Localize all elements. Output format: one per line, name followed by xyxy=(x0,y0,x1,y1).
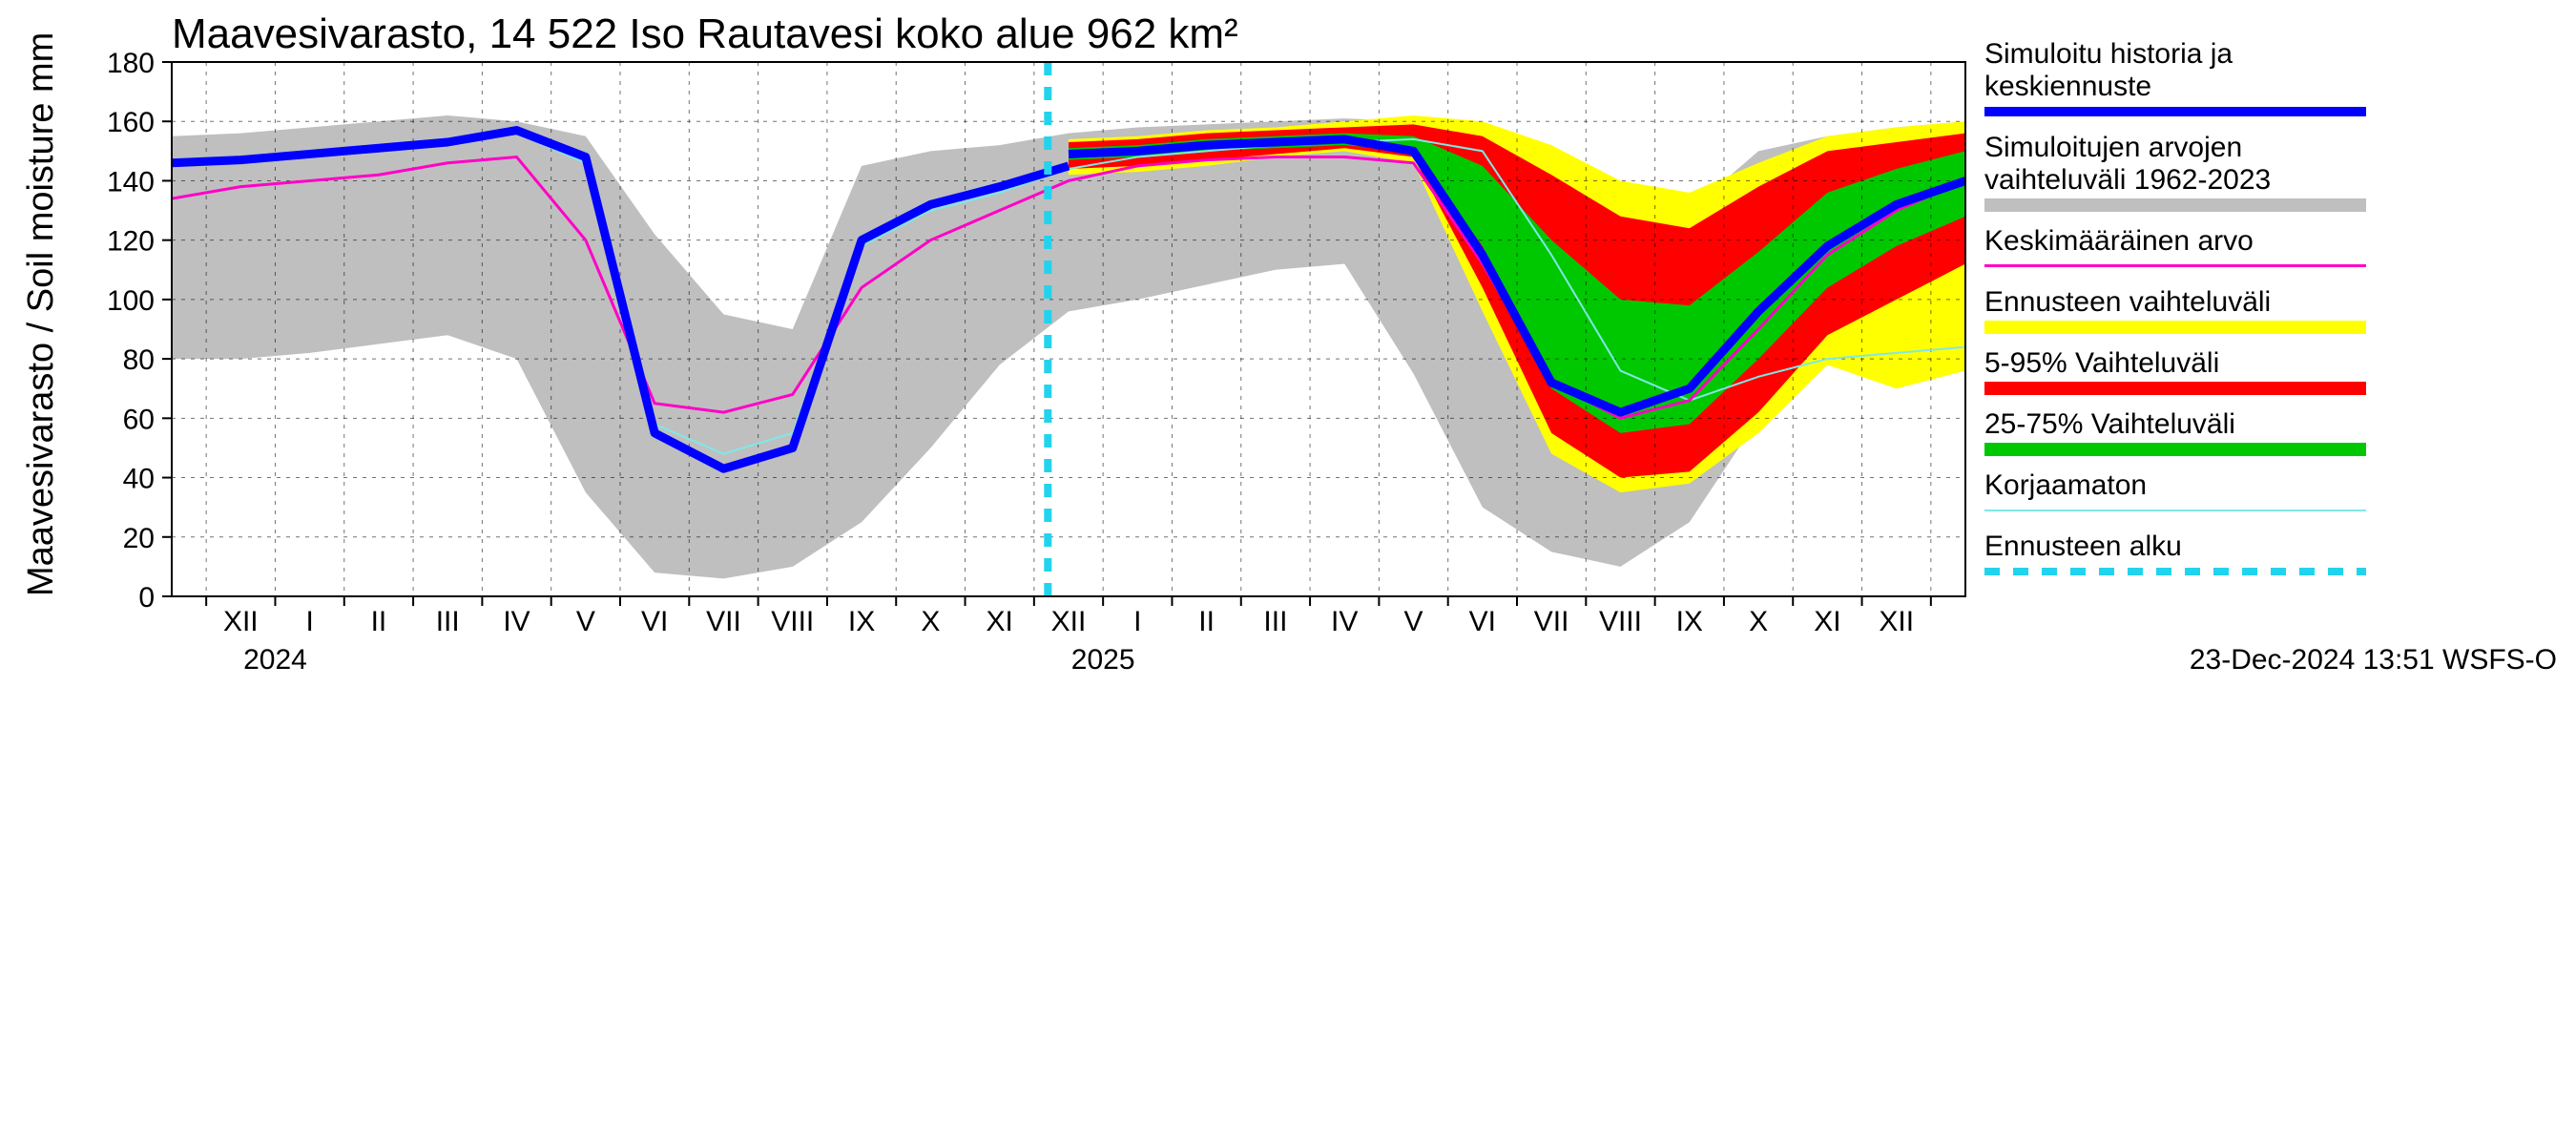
xtick-label: II xyxy=(371,606,387,637)
xtick-label: VIII xyxy=(1599,606,1642,637)
xtick-label: I xyxy=(305,606,313,637)
chart-title: Maavesivarasto, 14 522 Iso Rautavesi kok… xyxy=(172,10,1238,57)
legend-swatch xyxy=(1984,107,2366,116)
xtick-label: X xyxy=(1749,606,1768,637)
ytick-label: 0 xyxy=(138,582,155,614)
xtick-label: X xyxy=(921,606,940,637)
ytick-label: 140 xyxy=(107,166,155,198)
xtick-label: VI xyxy=(1469,606,1496,637)
legend-label: Ennusteen vaihteluväli xyxy=(1984,286,2271,318)
xtick-label: IX xyxy=(1676,606,1703,637)
xtick-label: XII xyxy=(1051,606,1087,637)
xtick-label: V xyxy=(1404,606,1423,637)
chart-footer: 23-Dec-2024 13:51 WSFS-O xyxy=(2190,644,2557,676)
xtick-label: XI xyxy=(987,606,1013,637)
legend-label: Simuloitujen arvojen xyxy=(1984,132,2242,163)
xtick-label: II xyxy=(1198,606,1215,637)
ytick-label: 120 xyxy=(107,226,155,258)
ytick-label: 80 xyxy=(123,344,155,376)
xtick-label: IV xyxy=(503,606,530,637)
legend-swatch xyxy=(1984,321,2366,334)
legend-label: keskiennuste xyxy=(1984,71,2151,102)
xtick-label: XII xyxy=(223,606,259,637)
xtick-label: XI xyxy=(1814,606,1840,637)
year-label: 2024 xyxy=(243,644,307,676)
ytick-label: 20 xyxy=(123,523,155,554)
legend-label: 5-95% Vaihteluväli xyxy=(1984,347,2219,379)
ytick-label: 100 xyxy=(107,285,155,317)
xtick-label: V xyxy=(576,606,595,637)
legend-label: Ennusteen alku xyxy=(1984,531,2182,562)
xtick-label: XII xyxy=(1879,606,1914,637)
yaxis-label: Maavesivarasto / Soil moisture mm xyxy=(21,32,61,596)
ytick-label: 40 xyxy=(123,464,155,495)
xtick-label: VII xyxy=(1534,606,1569,637)
legend-label: vaihteluväli 1962-2023 xyxy=(1984,164,2271,196)
xtick-label: IX xyxy=(848,606,875,637)
soil-moisture-chart: 020406080100120140160180XIIIIIIIIIVVVIVI… xyxy=(0,0,2576,1145)
legend-label: 25-75% Vaihteluväli xyxy=(1984,408,2235,440)
legend-swatch xyxy=(1984,198,2366,212)
legend-swatch xyxy=(1984,382,2366,395)
year-label: 2025 xyxy=(1071,644,1135,676)
legend-swatch xyxy=(1984,264,2366,267)
legend-label: Simuloitu historia ja xyxy=(1984,38,2233,70)
xtick-label: I xyxy=(1133,606,1141,637)
xtick-label: VIII xyxy=(771,606,814,637)
legend-swatch xyxy=(1984,510,2366,511)
chart-container: 020406080100120140160180XIIIIIIIIIVVVIVI… xyxy=(0,0,2576,1145)
ytick-label: 160 xyxy=(107,107,155,138)
ytick-label: 180 xyxy=(107,48,155,79)
xtick-label: IV xyxy=(1331,606,1358,637)
xtick-label: VII xyxy=(706,606,741,637)
xtick-label: III xyxy=(436,606,460,637)
legend-swatch xyxy=(1984,443,2366,456)
legend-label: Korjaamaton xyxy=(1984,469,2147,501)
xtick-label: VI xyxy=(641,606,668,637)
legend-label: Keskimääräinen arvo xyxy=(1984,225,2254,257)
ytick-label: 60 xyxy=(123,404,155,435)
xtick-label: III xyxy=(1263,606,1287,637)
